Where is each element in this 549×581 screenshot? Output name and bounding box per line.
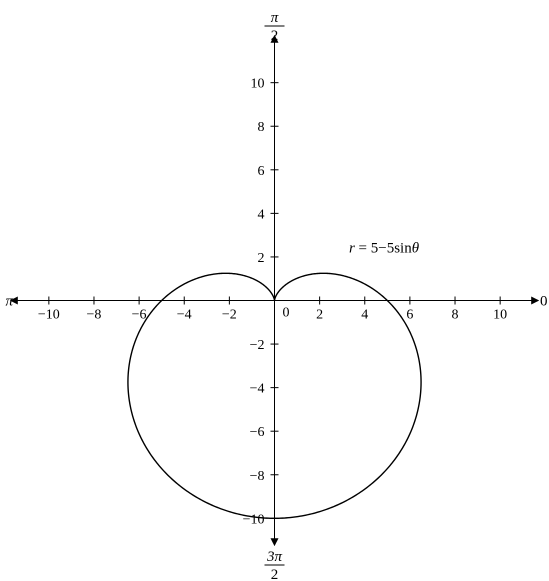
x-tick-label: 10: [493, 308, 507, 323]
origin-label: 0: [283, 306, 290, 321]
y-tick-label: −2: [250, 338, 265, 353]
x-tick-label: 8: [452, 308, 459, 323]
y-tick-label: −4: [250, 382, 265, 397]
svg-text:3π: 3π: [266, 549, 283, 565]
y-tick-label: −10: [243, 512, 265, 527]
axis-label-right: 0: [540, 294, 548, 310]
svg-text:π: π: [271, 10, 279, 26]
y-tick-label: −8: [250, 469, 265, 484]
axis-label-left: π: [5, 294, 13, 310]
polar-chart: −10 −10 −8 −8 −6 −6 −4 −4 −2 −2 2 2 4 4 6 6 8 8 10 10 0 0 π π 2 3…: [0, 0, 549, 581]
y-tick-label: 8: [258, 120, 265, 135]
svg-text:2: 2: [271, 28, 279, 44]
x-tick-label: −6: [132, 308, 147, 323]
equation-label: r = 5−5sinθ: [349, 241, 420, 257]
x-tick-label: −4: [177, 308, 192, 323]
svg-text:2: 2: [271, 567, 279, 581]
y-tick-label: 2: [258, 251, 265, 266]
x-tick-label: −10: [38, 308, 60, 323]
x-tick-label: −8: [87, 308, 102, 323]
y-tick-label: 10: [251, 77, 265, 92]
x-tick-label: −2: [222, 308, 237, 323]
x-tick-label: 4: [361, 308, 368, 323]
y-tick-label: 6: [258, 164, 265, 179]
y-tick-label: −6: [250, 425, 265, 440]
y-tick-label: 4: [258, 207, 265, 222]
x-tick-label: 2: [316, 308, 323, 323]
x-tick-label: 6: [406, 308, 413, 323]
